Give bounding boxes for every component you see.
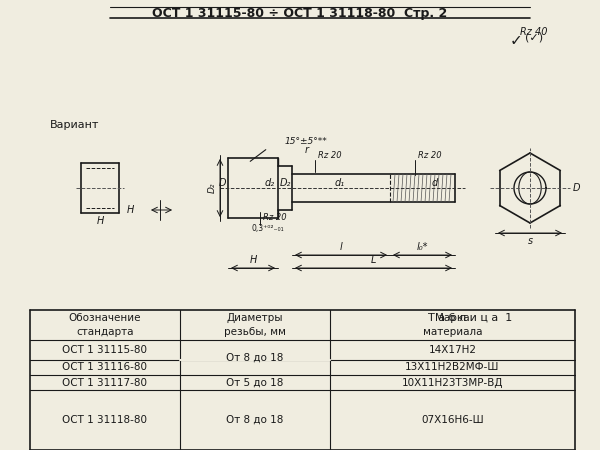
Text: 14Х17Н2: 14Х17Н2	[428, 345, 476, 355]
Text: От 8 до 18: От 8 до 18	[226, 352, 284, 363]
Text: l₀*: l₀*	[416, 242, 428, 252]
Text: r: r	[305, 145, 309, 155]
Text: Rz 20: Rz 20	[318, 150, 341, 159]
Text: ОСТ 1 31118-80: ОСТ 1 31118-80	[62, 415, 148, 425]
Text: d₁: d₁	[335, 178, 345, 188]
Text: Rz 20: Rz 20	[263, 213, 287, 222]
Text: ОСТ 1 31117-80: ОСТ 1 31117-80	[62, 378, 148, 387]
Text: Rz 40: Rz 40	[520, 27, 548, 37]
Text: Т а б л и ц а  1: Т а б л и ц а 1	[428, 313, 512, 323]
Text: D₂: D₂	[208, 183, 217, 193]
Text: l: l	[340, 242, 343, 252]
Text: 07Х16Н6-Ш: 07Х16Н6-Ш	[421, 415, 484, 425]
Text: От 5 до 18: От 5 до 18	[226, 378, 284, 387]
Text: D₂: D₂	[280, 178, 290, 188]
Text: ОСТ 1 31115-80: ОСТ 1 31115-80	[62, 345, 148, 355]
Text: 13Х11Н2В2МФ-Ш: 13Х11Н2В2МФ-Ш	[406, 363, 500, 373]
Text: Вариант: Вариант	[50, 120, 100, 130]
Text: H: H	[127, 205, 134, 215]
Text: 15°±5°**: 15°±5°**	[285, 138, 328, 147]
Text: D: D	[218, 178, 226, 188]
Text: s: s	[527, 236, 533, 246]
Text: Диаметры
резьбы, мм: Диаметры резьбы, мм	[224, 313, 286, 337]
Text: d₂: d₂	[265, 178, 275, 188]
Text: L: L	[370, 255, 376, 265]
Text: 0,3⁺⁰²₋₀₁: 0,3⁺⁰²₋₀₁	[251, 224, 284, 233]
Text: H: H	[250, 255, 257, 265]
Text: H: H	[97, 216, 104, 226]
Text: От 8 до 18: От 8 до 18	[226, 415, 284, 425]
Text: Марка
материала: Марка материала	[423, 313, 482, 337]
Text: ОСТ 1 31116-80: ОСТ 1 31116-80	[62, 363, 148, 373]
Text: d: d	[432, 178, 438, 188]
Text: $\checkmark$: $\checkmark$	[509, 32, 521, 48]
Text: Обозначение
стандарта: Обозначение стандарта	[69, 313, 141, 337]
Text: D: D	[573, 183, 581, 193]
Text: ОСТ 1 31115-80 ÷ ОСТ 1 31118-80  Стр. 2: ОСТ 1 31115-80 ÷ ОСТ 1 31118-80 Стр. 2	[152, 6, 448, 19]
Text: (✓): (✓)	[525, 33, 543, 43]
Text: 10Х11Н23Т3МР-ВД: 10Х11Н23Т3МР-ВД	[402, 378, 503, 387]
Text: Rz 20: Rz 20	[418, 150, 442, 159]
